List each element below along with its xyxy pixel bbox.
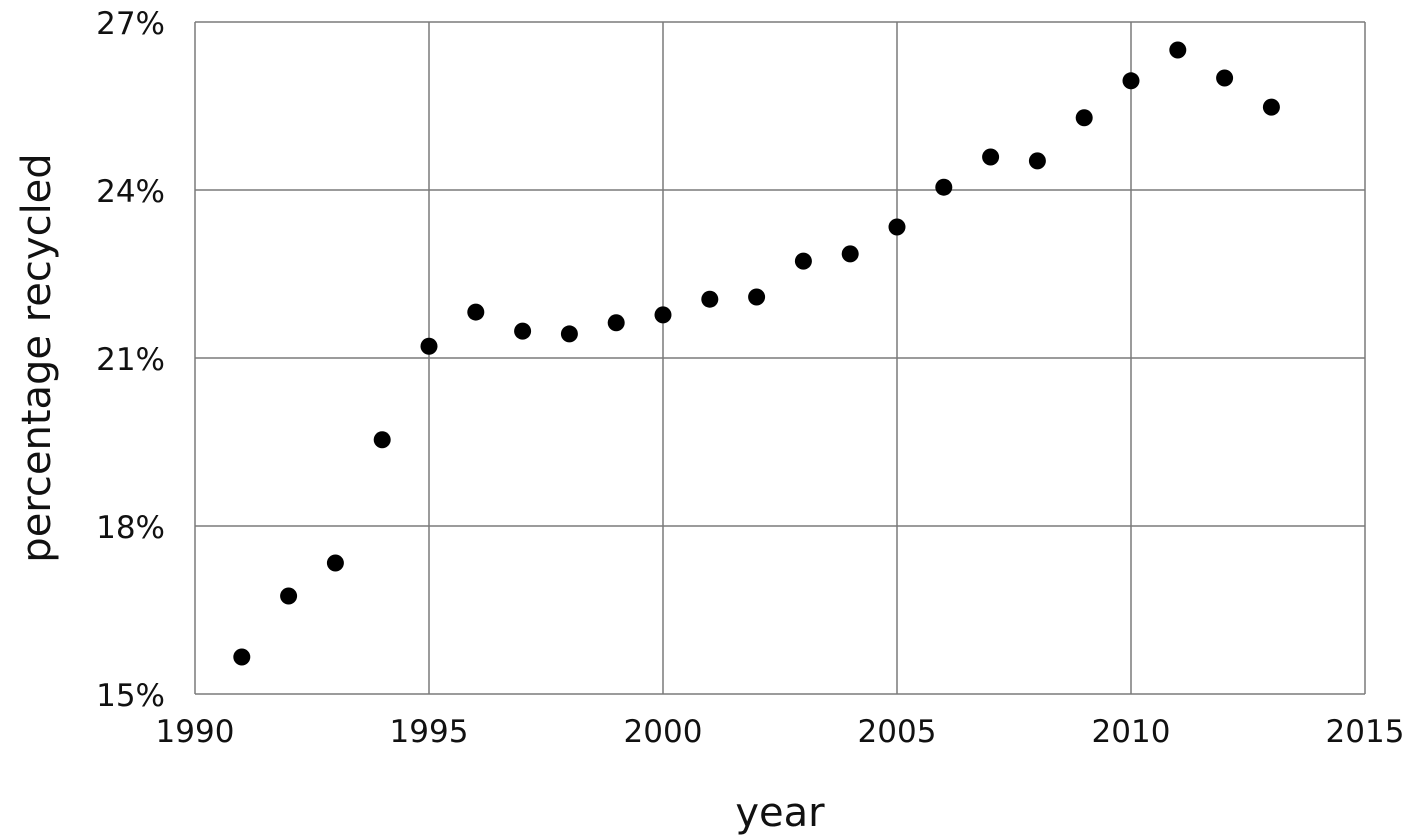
x-tick-label: 2000 [624, 714, 703, 750]
data-point [467, 303, 485, 321]
x-axis-ticks: 1990 1995 2000 2005 2010 2015 [156, 714, 1405, 750]
y-tick-label: 18% [96, 510, 165, 546]
y-tick-label: 15% [96, 678, 165, 714]
y-axis-label: percentage recycled [14, 153, 60, 562]
x-axis-label: year [735, 790, 825, 836]
data-point [982, 148, 1000, 166]
x-tick-label: 2010 [1092, 714, 1171, 750]
grid [194, 21, 1366, 695]
y-tick-label: 24% [96, 174, 165, 210]
data-point [373, 431, 391, 449]
y-axis-ticks: 15% 18% 21% 24% 27% [96, 6, 165, 714]
data-point [888, 218, 906, 236]
data-point [1028, 152, 1046, 170]
data-point [935, 178, 953, 196]
data-point [280, 587, 298, 605]
data-point [701, 290, 719, 308]
data-point [1122, 72, 1140, 90]
y-tick-label: 27% [96, 6, 165, 42]
data-point [233, 648, 251, 666]
data-point [560, 325, 578, 343]
x-tick-label: 2015 [1326, 714, 1405, 750]
data-point [420, 337, 438, 355]
data-point [654, 306, 672, 324]
x-tick-label: 2005 [858, 714, 937, 750]
data-point [1169, 41, 1187, 59]
x-tick-label: 1995 [390, 714, 469, 750]
x-tick-label: 1990 [156, 714, 235, 750]
data-point [841, 245, 859, 263]
data-point [607, 314, 625, 332]
data-point [1262, 98, 1280, 116]
data-point [794, 252, 812, 270]
data-point [748, 288, 766, 306]
data-point [1216, 69, 1234, 87]
data-point [326, 554, 344, 572]
data-point [514, 322, 532, 340]
data-point [1075, 109, 1093, 127]
y-tick-label: 21% [96, 342, 165, 378]
data-points [233, 41, 1280, 666]
